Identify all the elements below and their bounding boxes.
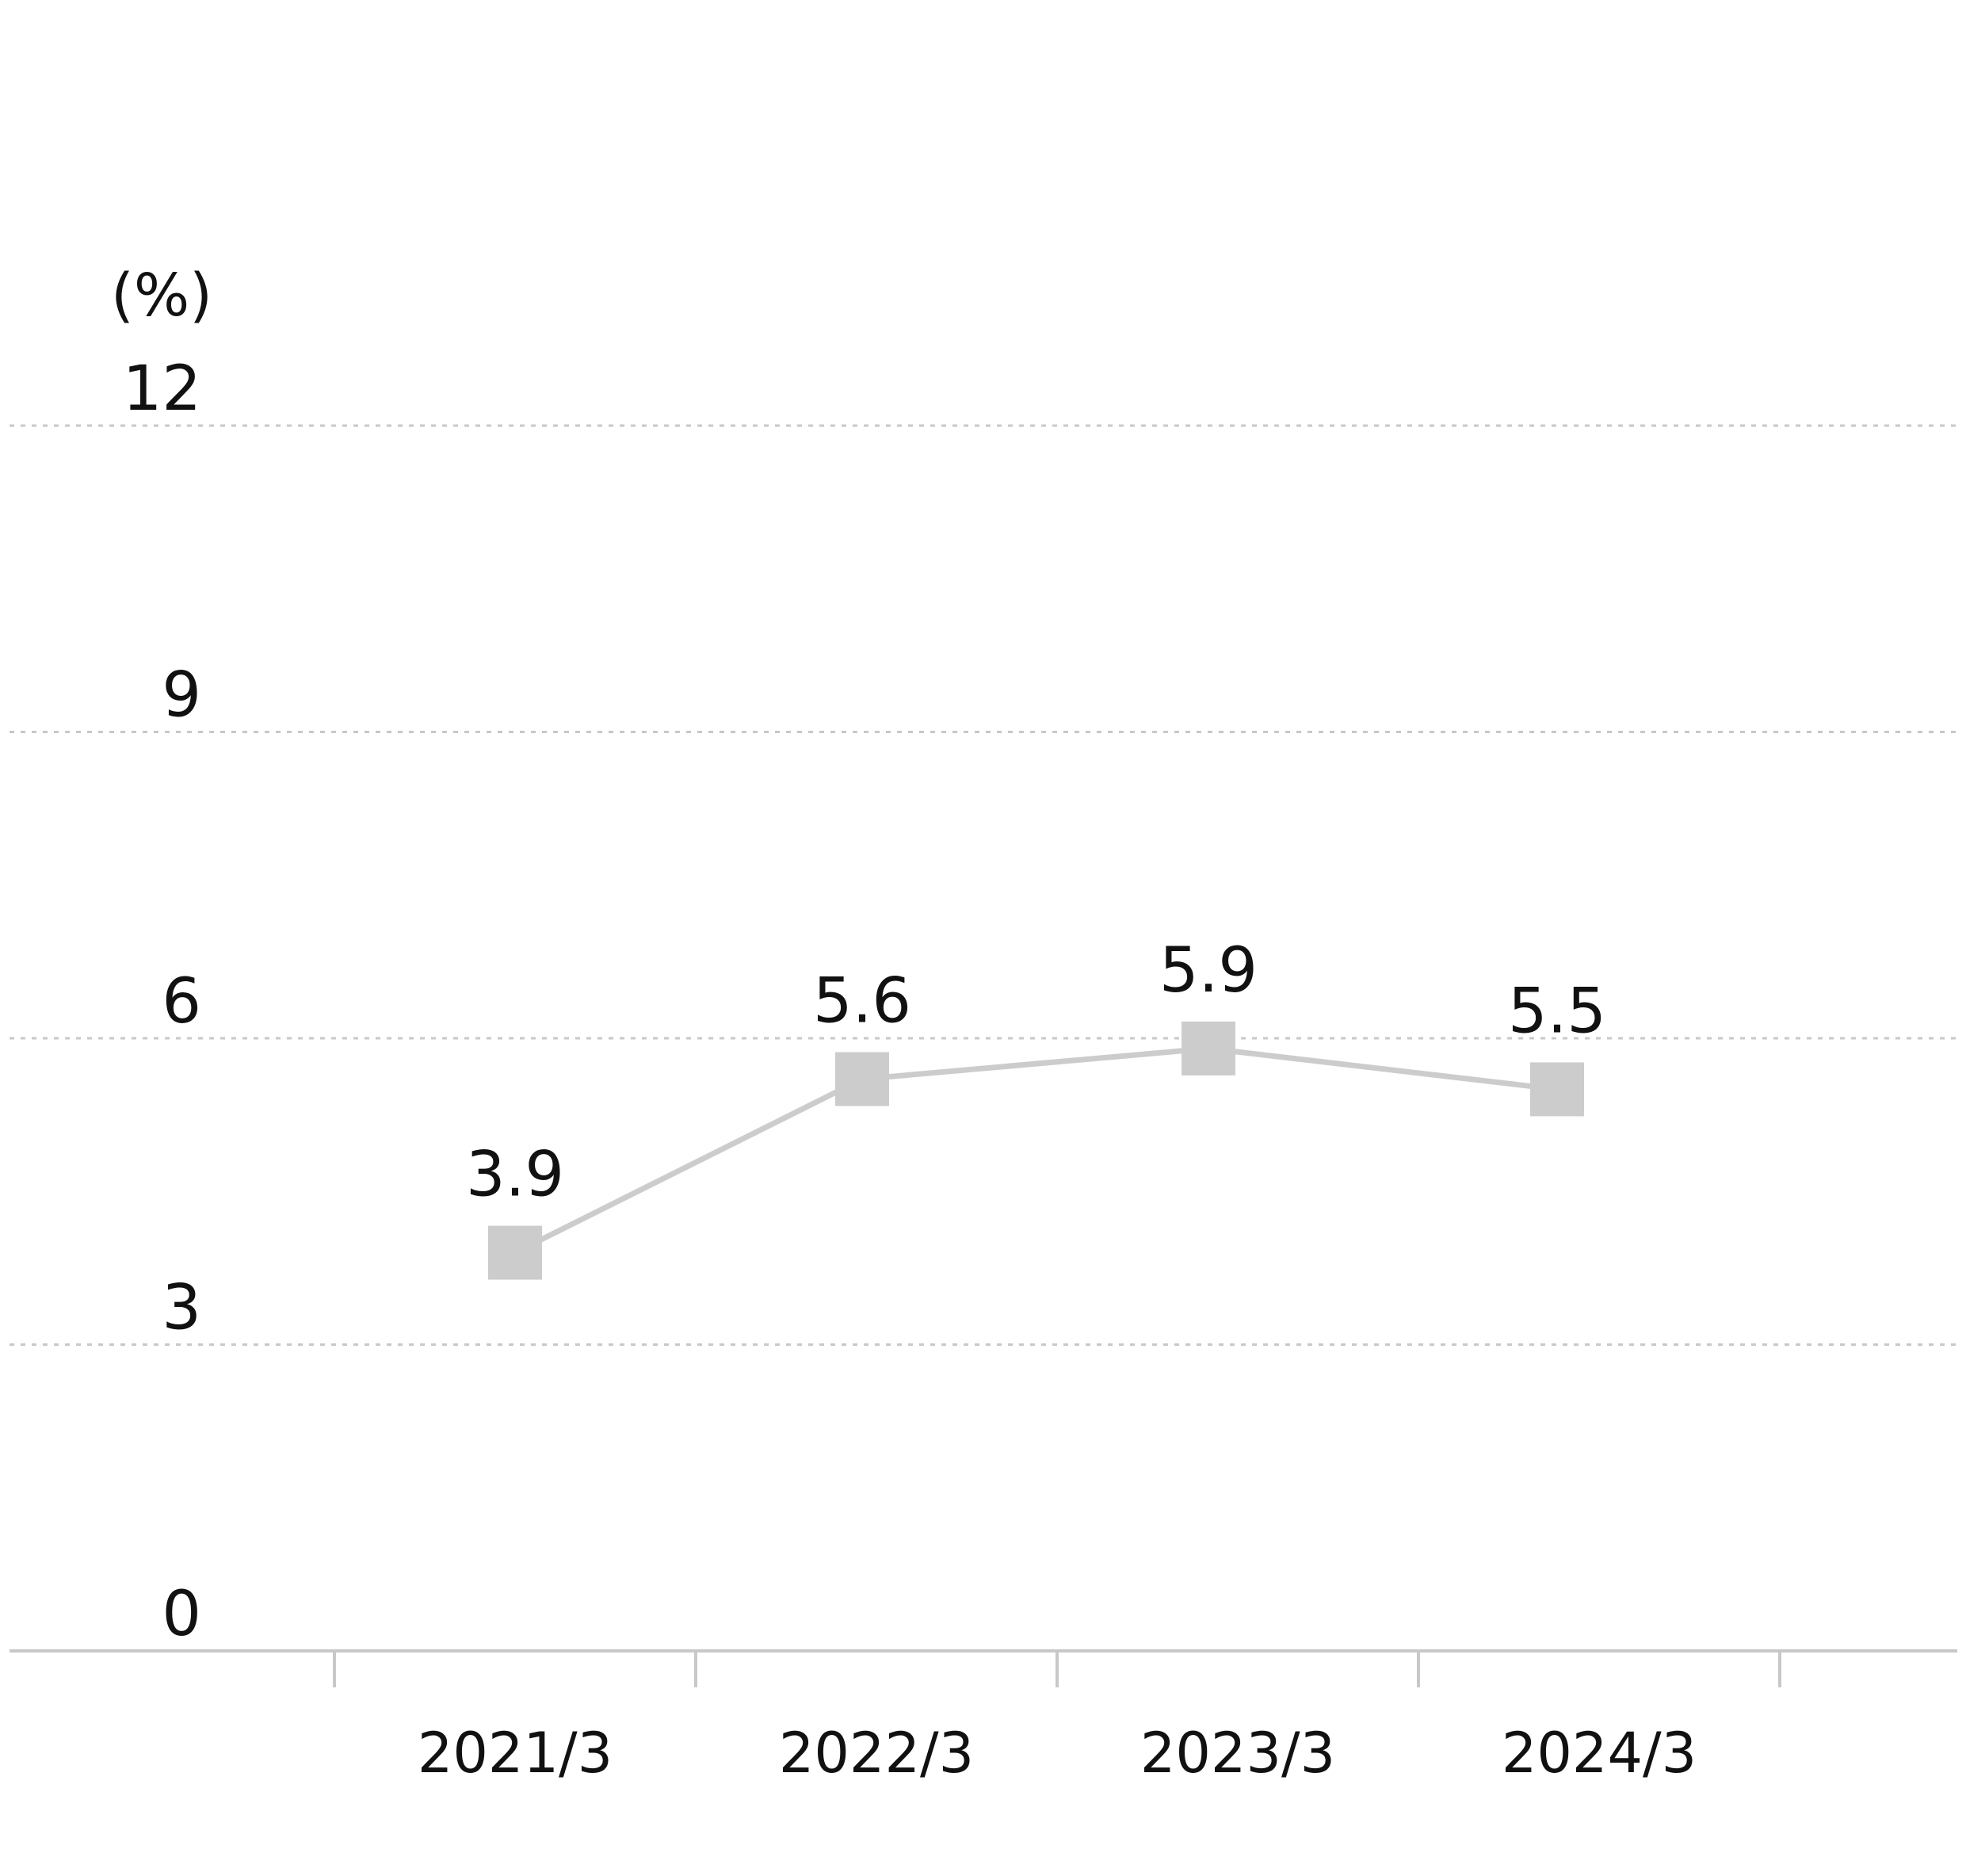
x-axis-tick-labels: 2021/3 2022/3 2023/3 2024/3: [418, 1721, 1697, 1786]
y-tick-label: 3: [162, 1273, 201, 1344]
y-tick-label: 9: [162, 660, 201, 732]
series-line: [513, 1045, 1558, 1255]
x-tick-label: 2024/3: [1502, 1721, 1697, 1786]
x-tick-label: 2022/3: [779, 1721, 974, 1786]
data-label: 5.5: [1508, 976, 1606, 1047]
series: [488, 1021, 1584, 1280]
grid-lines: [10, 424, 1957, 1346]
y-tick-label: 6: [162, 966, 201, 1037]
y-axis-unit-label: (%): [111, 262, 212, 330]
data-labels: 3.9 5.6 5.9 5.5: [466, 935, 1606, 1211]
data-point-marker: [488, 1225, 542, 1280]
y-tick-label: 0: [162, 1579, 201, 1650]
data-label: 5.9: [1159, 935, 1258, 1007]
data-point-marker: [1182, 1021, 1235, 1076]
data-point-marker: [835, 1052, 889, 1106]
x-tick-label: 2021/3: [418, 1721, 613, 1786]
y-axis-tick-labels: 0 3 6 9 12: [123, 353, 201, 1650]
data-label: 5.6: [813, 966, 911, 1037]
data-point-marker: [1530, 1062, 1584, 1117]
y-tick-label: 12: [123, 353, 201, 425]
x-axis: [10, 1649, 1957, 1687]
x-tick-label: 2023/3: [1140, 1721, 1335, 1786]
data-label: 3.9: [466, 1140, 564, 1211]
